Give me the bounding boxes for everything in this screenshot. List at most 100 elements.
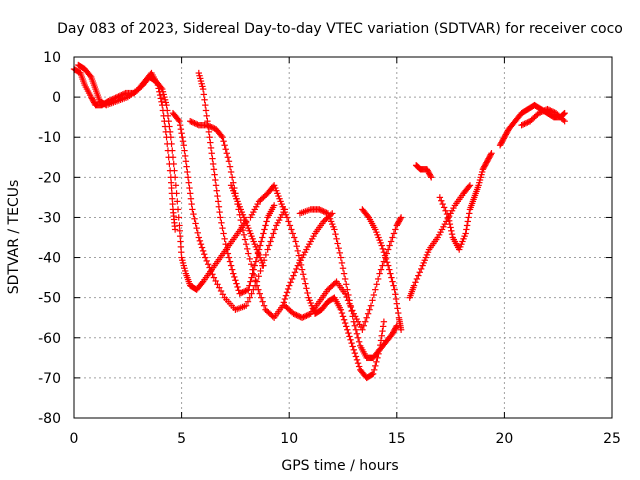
series-pass-13	[436, 150, 495, 253]
data-point	[262, 251, 270, 259]
series-pass-9	[359, 206, 405, 333]
data-point	[178, 249, 185, 256]
data-point	[249, 270, 256, 277]
data-point	[205, 122, 213, 130]
data-point	[370, 291, 378, 299]
data-point	[293, 311, 300, 319]
data-point	[519, 121, 527, 128]
data-point	[245, 250, 252, 257]
data-point	[188, 118, 195, 126]
data-point	[225, 254, 233, 261]
data-point	[360, 322, 368, 329]
data-point	[263, 218, 270, 225]
data-point	[176, 222, 183, 229]
data-point	[250, 266, 257, 273]
data-point	[354, 359, 362, 367]
data-point	[200, 91, 208, 98]
data-point	[261, 226, 268, 233]
data-point	[394, 305, 401, 312]
data-point	[192, 220, 199, 227]
data-point	[374, 275, 382, 283]
data-point	[410, 282, 418, 289]
data-point	[445, 214, 452, 221]
data-point	[343, 323, 350, 330]
y-tick-label: -40	[38, 251, 61, 267]
data-point	[241, 236, 249, 243]
data-point	[352, 326, 360, 333]
data-point	[184, 168, 191, 176]
data-point	[223, 246, 230, 253]
data-point	[242, 287, 249, 295]
data-point	[364, 212, 371, 220]
data-point	[247, 278, 254, 285]
data-point	[487, 151, 494, 158]
y-tick-label: -30	[38, 210, 61, 226]
data-point	[344, 326, 351, 333]
data-point	[226, 163, 234, 170]
data-point	[226, 258, 234, 265]
x-tick-label: 15	[388, 431, 406, 447]
data-point	[177, 238, 184, 245]
data-point	[260, 302, 268, 309]
data-point	[210, 274, 218, 281]
data-point	[301, 275, 308, 283]
data-point	[392, 226, 399, 233]
x-tick-label: 0	[70, 431, 79, 447]
data-point	[177, 243, 185, 251]
data-point	[196, 237, 204, 245]
y-tick-labels: 10 0 -10 -20 -30 -40 -50 -60 -70 -80	[38, 50, 61, 427]
data-point	[293, 242, 300, 250]
data-point	[293, 265, 300, 273]
data-point	[246, 255, 253, 263]
data-point	[288, 226, 295, 233]
data-point	[269, 313, 276, 320]
data-point	[445, 217, 453, 224]
data-point	[332, 230, 339, 238]
data-point	[320, 208, 327, 215]
data-point	[206, 134, 213, 141]
data-point	[548, 107, 555, 115]
data-point	[227, 262, 235, 269]
data-point	[286, 282, 293, 289]
data-point	[164, 147, 172, 154]
data-point	[259, 234, 266, 241]
data-point	[156, 91, 164, 99]
data-point	[412, 279, 419, 286]
y-tick-label: -50	[38, 291, 61, 307]
data-point	[363, 314, 370, 321]
data-point	[208, 150, 215, 157]
data-point	[211, 171, 218, 178]
series-pass-7	[296, 206, 400, 362]
data-point	[561, 117, 568, 125]
data-point	[304, 289, 311, 297]
data-point	[302, 280, 309, 287]
data-point	[231, 273, 238, 281]
data-point	[244, 298, 252, 305]
data-point	[349, 343, 356, 350]
data-point	[265, 242, 273, 249]
data-point	[337, 306, 345, 313]
data-point	[157, 95, 164, 102]
data-point	[271, 226, 279, 233]
data-point	[350, 346, 357, 354]
data-point	[303, 312, 310, 319]
data-point	[359, 326, 366, 333]
y-tick-label: 10	[43, 50, 61, 66]
data-point	[216, 208, 223, 216]
data-point	[190, 210, 197, 218]
data-point	[463, 226, 470, 233]
data-point	[214, 281, 221, 288]
data-point	[214, 198, 222, 205]
data-point	[208, 123, 215, 131]
data-point	[288, 275, 296, 283]
data-point	[347, 303, 355, 311]
series-pass-11	[406, 182, 474, 301]
data-point	[116, 92, 124, 99]
data-point	[544, 105, 551, 113]
data-point	[301, 313, 309, 320]
data-point	[376, 270, 383, 277]
data-point	[351, 349, 359, 357]
data-point	[240, 231, 248, 239]
data-point	[336, 249, 343, 257]
data-point	[247, 261, 255, 268]
